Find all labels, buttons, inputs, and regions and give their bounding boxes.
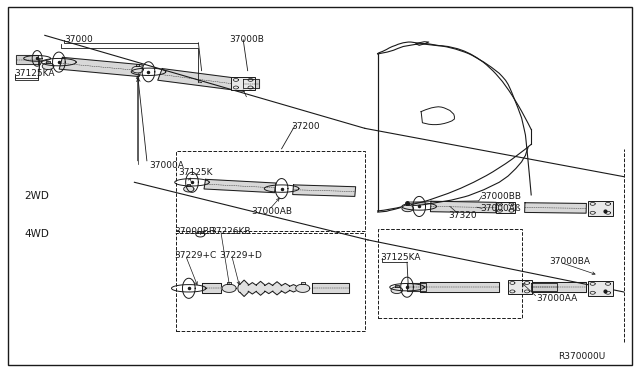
Text: 37000B: 37000B: [229, 35, 264, 44]
Text: 37000AB: 37000AB: [252, 207, 292, 216]
Text: 37229+D: 37229+D: [219, 251, 262, 260]
Polygon shape: [243, 79, 259, 88]
Polygon shape: [16, 55, 38, 64]
Text: 37125KA: 37125KA: [380, 253, 420, 262]
Bar: [378, 229, 522, 318]
Polygon shape: [292, 185, 356, 196]
Text: 37000BB: 37000BB: [480, 192, 521, 201]
Text: 37000AA: 37000AA: [536, 294, 577, 303]
Text: 37200: 37200: [291, 122, 320, 131]
Polygon shape: [391, 287, 403, 294]
Bar: [588, 201, 613, 216]
Bar: [176, 151, 365, 231]
Bar: [496, 202, 515, 213]
Text: R370000U: R370000U: [558, 352, 605, 361]
Polygon shape: [42, 63, 54, 70]
Polygon shape: [531, 283, 557, 291]
Text: 37125KA: 37125KA: [14, 69, 54, 78]
Text: 37320: 37320: [448, 211, 477, 219]
Polygon shape: [202, 283, 221, 293]
Text: 37000BB: 37000BB: [174, 227, 215, 236]
Text: 37000Aß: 37000Aß: [480, 204, 520, 213]
Polygon shape: [407, 283, 426, 291]
Polygon shape: [531, 282, 586, 292]
Polygon shape: [402, 205, 413, 212]
Polygon shape: [222, 284, 236, 292]
Polygon shape: [204, 179, 276, 193]
Polygon shape: [184, 186, 194, 192]
Text: 37125K: 37125K: [178, 169, 212, 177]
Bar: [588, 281, 613, 296]
Text: 37000A: 37000A: [149, 161, 184, 170]
Text: 4WD: 4WD: [24, 230, 49, 239]
Text: 37000BA: 37000BA: [549, 257, 590, 266]
Text: 2WD: 2WD: [24, 192, 49, 201]
Polygon shape: [525, 203, 586, 213]
Polygon shape: [132, 66, 143, 73]
Polygon shape: [296, 284, 310, 292]
Bar: [231, 77, 255, 90]
Text: 37229+C: 37229+C: [174, 251, 216, 260]
Bar: [176, 232, 365, 331]
Polygon shape: [431, 201, 496, 213]
Polygon shape: [240, 280, 298, 296]
Text: 37226KB: 37226KB: [210, 227, 250, 236]
Bar: [508, 280, 532, 294]
Polygon shape: [59, 57, 143, 77]
Text: 37000: 37000: [64, 35, 93, 44]
Polygon shape: [158, 68, 248, 92]
Polygon shape: [312, 283, 349, 293]
Polygon shape: [420, 282, 499, 292]
